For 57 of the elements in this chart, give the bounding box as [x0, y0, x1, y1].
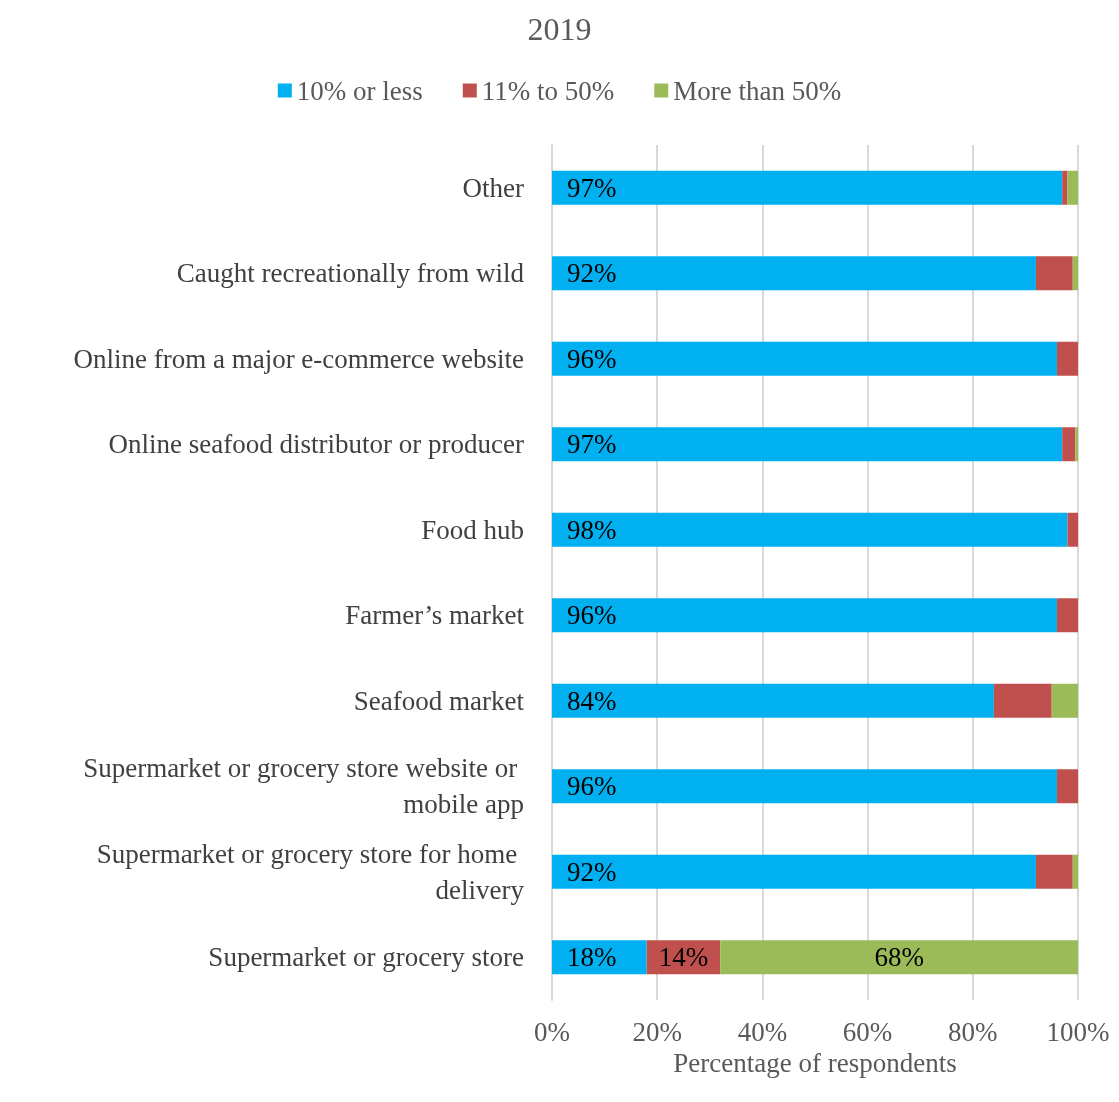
bar [1056, 341, 1078, 376]
bar [552, 427, 1063, 462]
bar [552, 170, 1063, 205]
bar [1067, 512, 1078, 547]
bar [1075, 427, 1078, 462]
data-label: 92% [567, 856, 617, 887]
bar [1067, 170, 1078, 205]
x-tick-label: 100% [1046, 1016, 1110, 1047]
data-label: 84% [567, 685, 617, 716]
x-axis-title: Percentage of respondents [673, 1048, 957, 1079]
bar [993, 683, 1052, 718]
bar [1035, 854, 1073, 889]
data-label: 96% [567, 600, 617, 631]
x-tick-label: 20% [632, 1016, 682, 1047]
bar [552, 769, 1057, 804]
x-tick-label: 60% [842, 1016, 893, 1047]
bar [552, 256, 1036, 291]
bar [552, 683, 994, 718]
y-tick-label: Supermarket or grocery store website or mobile app [83, 753, 524, 820]
chart-title: 2019 [527, 11, 592, 47]
legend-label: More than 50% [673, 75, 842, 106]
data-label: 18% [567, 942, 617, 973]
legend-label: 10% or less [296, 75, 423, 106]
data-label: 96% [567, 771, 617, 802]
bar [1072, 854, 1078, 889]
y-tick-label: Caught recreationally from wild [176, 258, 525, 289]
bar [1072, 256, 1078, 291]
y-tick-label: Supermarket or grocery store [208, 942, 524, 973]
legend-label: 11% to 50% [481, 75, 615, 106]
y-tick-label: Farmer’s market [345, 600, 525, 631]
data-label: 68% [874, 942, 924, 973]
data-label: 98% [567, 514, 617, 545]
y-tick-label: Online seafood distributor or producer [108, 429, 525, 460]
data-label: 97% [567, 429, 617, 460]
y-tick-label: Seafood market [353, 685, 525, 716]
bar [1056, 598, 1078, 633]
y-tick-label: Online from a major e-commerce website [73, 343, 525, 374]
bar [552, 598, 1057, 633]
bar [1062, 170, 1068, 205]
data-label: 97% [567, 172, 617, 203]
bar [1062, 427, 1076, 462]
bar [1035, 256, 1073, 291]
data-label: 92% [567, 258, 617, 289]
x-tick-label: 40% [737, 1016, 788, 1047]
x-tick-label: 0% [534, 1016, 570, 1047]
data-label: 96% [567, 343, 617, 374]
y-tick-label: Food hub [421, 514, 524, 545]
bar [1056, 769, 1078, 804]
bar [552, 854, 1036, 889]
bar [1051, 683, 1078, 718]
bar [720, 940, 1078, 975]
y-tick-label: Supermarket or grocery store for home delivery [96, 838, 525, 905]
data-label: 14% [658, 942, 709, 973]
y-tick-label: Other [462, 172, 524, 203]
x-tick-label: 80% [948, 1016, 998, 1047]
bar [552, 341, 1057, 376]
bar [552, 512, 1068, 547]
